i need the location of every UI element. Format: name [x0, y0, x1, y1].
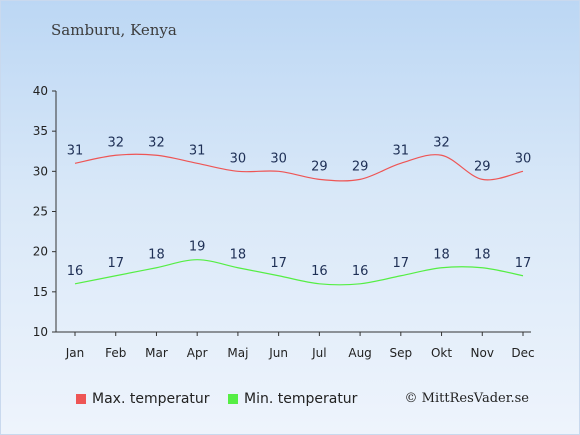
x-tick-label: Nov: [471, 346, 494, 360]
y-tick-label: 20: [33, 245, 48, 259]
legend-label-min: Min. temperatur: [244, 391, 358, 407]
max-temp-line: [74, 153, 524, 182]
min-data-label: 16: [67, 264, 84, 279]
min-data-label: 16: [352, 264, 369, 279]
min-data-label: 16: [311, 264, 328, 279]
min-data-label: 18: [433, 248, 450, 263]
x-tick-label: Mar: [145, 346, 168, 360]
x-tick-label: Sep: [390, 346, 413, 360]
chart-title: Samburu, Kenya: [51, 21, 177, 39]
y-tick-label: 15: [33, 285, 48, 299]
max-data-label: 30: [515, 151, 532, 166]
min-data-label: 18: [230, 248, 247, 263]
x-tick-label: Jan: [65, 346, 85, 360]
series-lines: [74, 153, 524, 286]
max-data-label: 29: [352, 159, 369, 174]
x-tick-label: Maj: [227, 346, 248, 360]
max-data-label: 31: [189, 143, 206, 158]
credit-text: © MittResVader.se: [404, 391, 529, 406]
legend-max: Max. temperatur: [76, 391, 210, 407]
max-data-label: 30: [230, 151, 247, 166]
max-data-label: 31: [393, 143, 410, 158]
min-temp-line: [74, 259, 524, 286]
max-data-label: 32: [107, 135, 124, 150]
max-data-label: 31: [67, 143, 84, 158]
legend-min: Min. temperatur: [228, 391, 357, 407]
legend-swatch-min: [228, 394, 238, 404]
max-data-label: 32: [433, 135, 450, 150]
min-data-label: 17: [270, 256, 287, 271]
legend-swatch-max: [76, 394, 86, 404]
x-tick-label: Dec: [511, 346, 534, 360]
max-data-label: 29: [474, 159, 491, 174]
min-data-label: 17: [393, 256, 410, 271]
axes: 10 15 20 25 30 35 40 Jan Feb Mar Apr Maj Jun Jul Aug Se…: [33, 84, 535, 360]
data-labels: 31 32 32 31 30 30 29 29 31 32 29 30 16 17 18 19 18 17 16 16…: [67, 135, 532, 279]
min-data-label: 18: [148, 248, 165, 263]
y-tick-label: 35: [33, 124, 48, 138]
x-tick-label: Jun: [268, 346, 288, 360]
min-data-label: 18: [474, 248, 491, 263]
y-tick-label: 10: [33, 325, 48, 339]
x-tick-label: Aug: [348, 346, 371, 360]
y-tick-label: 40: [33, 84, 48, 98]
max-data-label: 32: [148, 135, 165, 150]
y-tick-label: 30: [33, 164, 48, 178]
y-tick-label: 25: [33, 205, 48, 219]
x-tick-label: Jul: [311, 346, 326, 360]
max-data-label: 30: [270, 151, 287, 166]
max-data-label: 29: [311, 159, 328, 174]
min-data-label: 19: [189, 240, 206, 255]
min-data-label: 17: [107, 256, 124, 271]
x-tick-label: Okt: [431, 346, 452, 360]
min-data-label: 17: [515, 256, 532, 271]
legend-label-max: Max. temperatur: [92, 391, 210, 407]
x-tick-label: Feb: [105, 346, 126, 360]
x-tick-label: Apr: [187, 346, 208, 360]
